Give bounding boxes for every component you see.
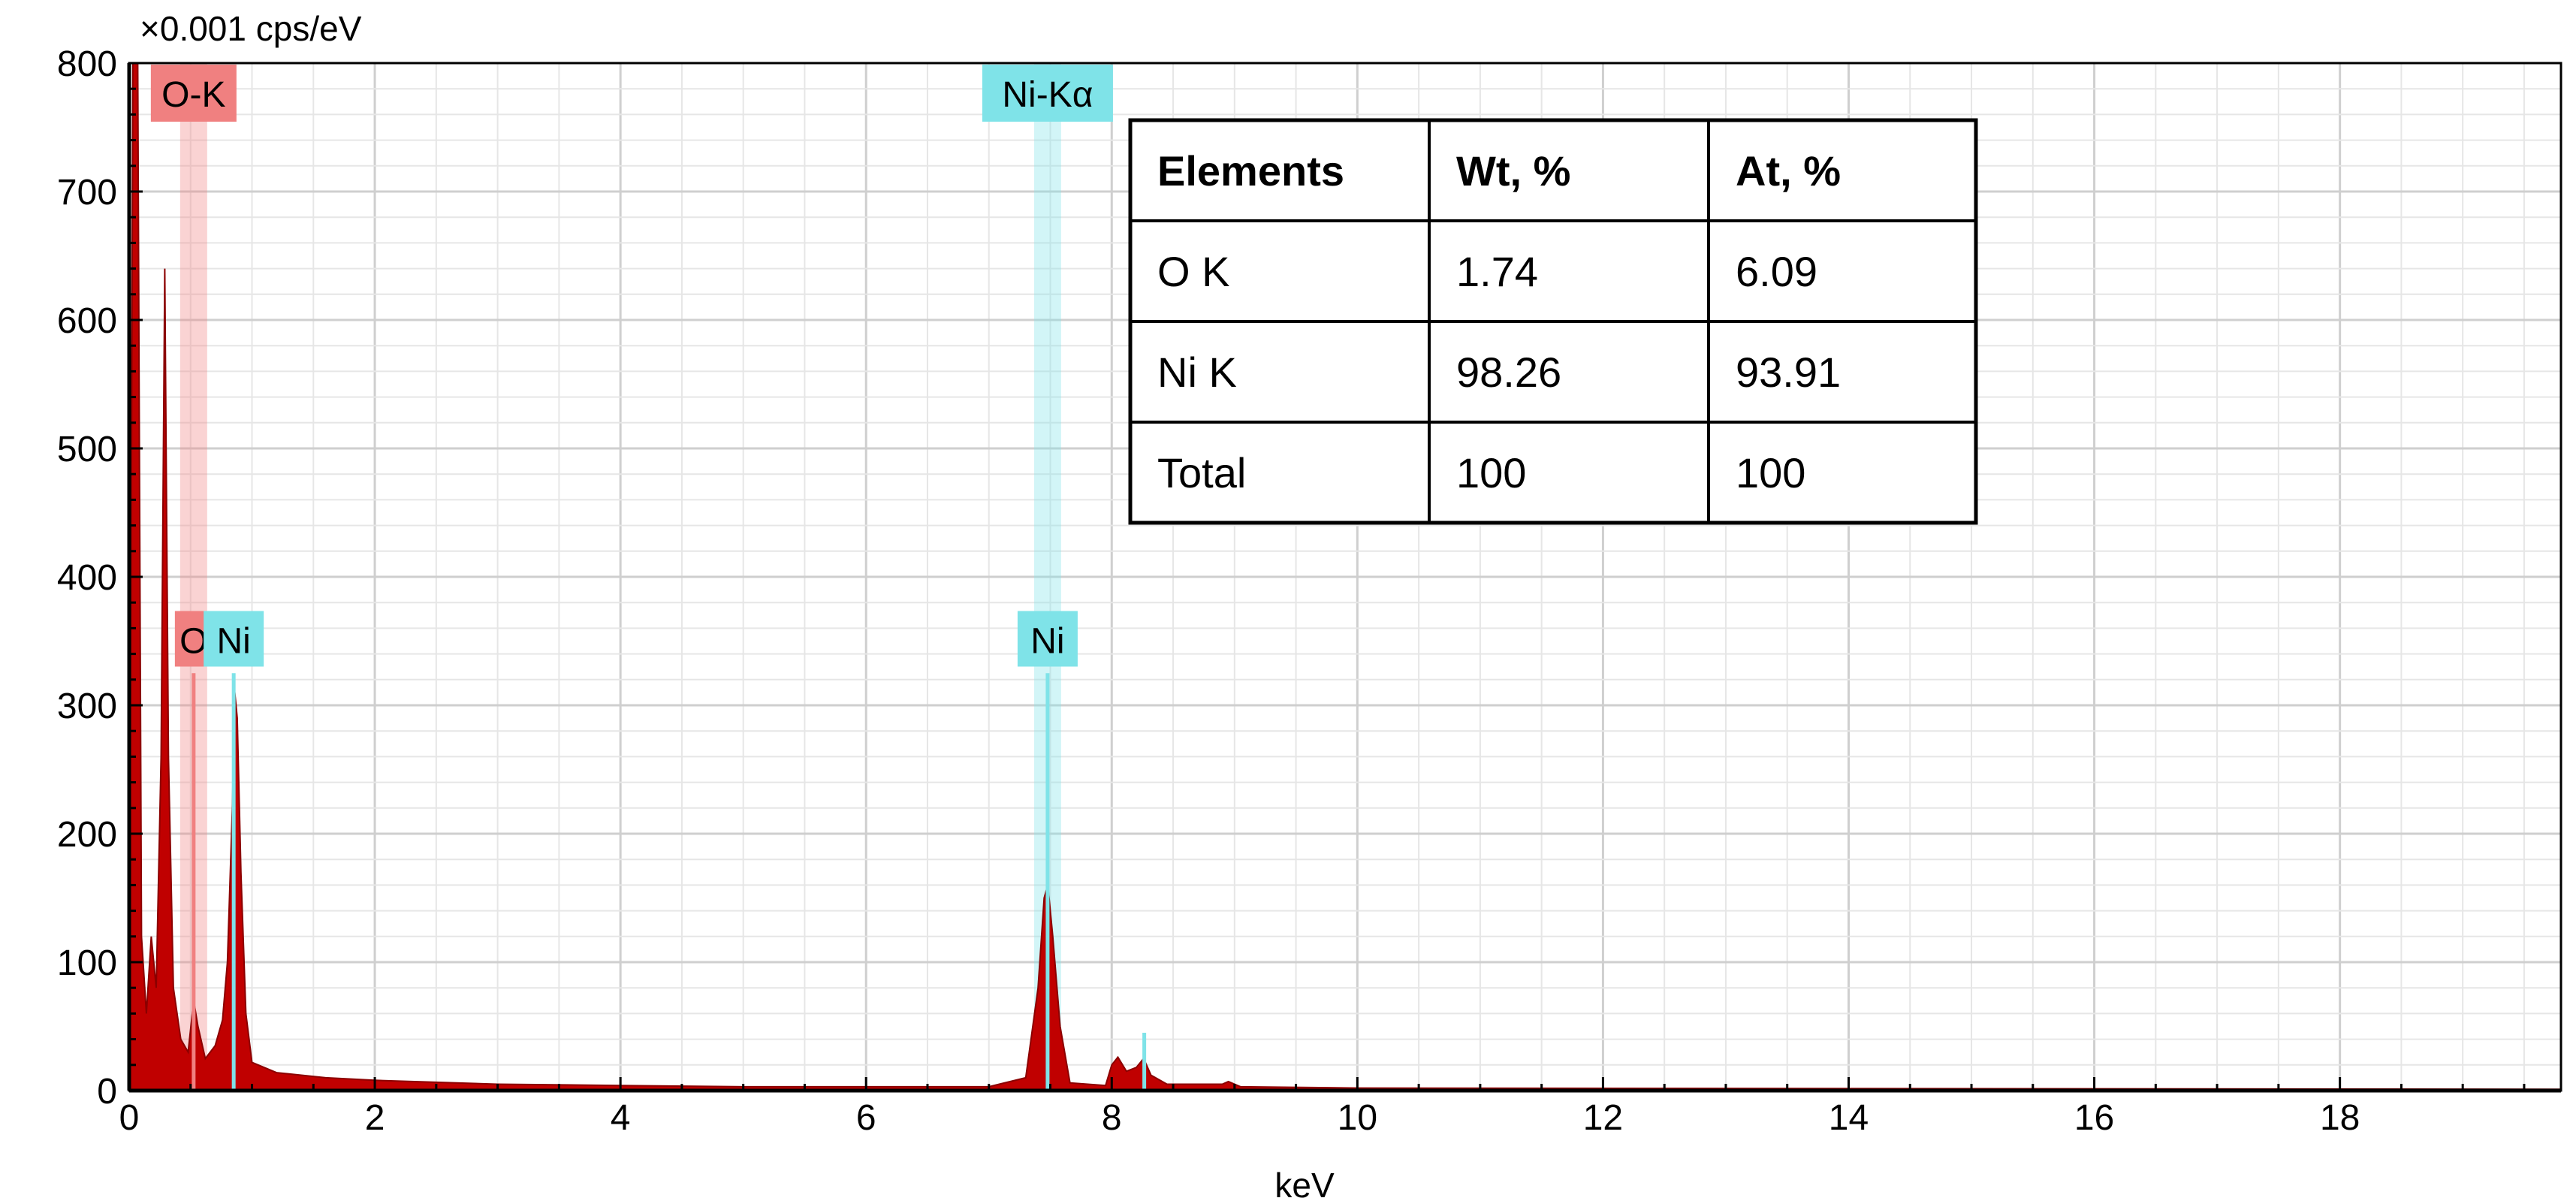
table-cell: 100 [1456,449,1526,496]
peak-labels: O Ni Ni [174,611,1078,667]
x-tick-label: 10 [1338,1098,1377,1138]
x-tick-label: 4 [611,1098,631,1138]
table-header-cell: At, % [1736,147,1841,195]
peak-label-text: Ni [217,622,251,662]
table-cell: Ni K [1157,349,1237,396]
table-header-cell: Elements [1157,147,1344,195]
x-tick-label: 8 [1102,1098,1122,1138]
x-tick-label: 6 [856,1098,876,1138]
table-cell: Total [1157,449,1246,496]
x-axis-label: keV [1274,1166,1335,1204]
y-tick-label: 100 [57,943,117,983]
y-tick-label: 500 [57,430,117,469]
y-tick-labels: 0 100 200 300 400 500 600 700 800 [57,44,117,1112]
x-tick-label: 12 [1583,1098,1623,1138]
x-tick-label: 16 [2074,1098,2114,1138]
x-tick-label: 2 [365,1098,385,1138]
y-tick-label: 0 [97,1072,117,1112]
peak-label-box [204,611,264,667]
y-axis-unit-label: ×0.001 cps/eV [140,9,362,48]
table-cell: 1.74 [1456,248,1538,295]
y-tick-label: 800 [57,44,117,84]
table-cell: 93.91 [1736,349,1841,396]
peak-label-ni: Ni [204,611,264,667]
axes [127,62,2562,1093]
x-tick-label: 18 [2320,1098,2360,1138]
element-band-label-box [150,65,237,122]
table-cell: 100 [1736,449,1805,496]
peak-label-ni: Ni [1017,611,1078,667]
peak-label-text: Ni [1030,622,1064,662]
x-tick-labels: 0 2 4 6 8 10 12 14 16 18 [119,1098,2360,1138]
composition-table: Elements Wt, % At, % O K 1.74 6.09 Ni K 98.26 93… [1128,118,1978,525]
table-cell: O K [1157,248,1229,295]
element-band-label-box [982,65,1113,122]
element-band-label: Ni-Kα [1002,75,1093,115]
element-lines [192,673,1147,1091]
y-tick-label: 600 [57,301,117,341]
y-tick-label: 300 [57,686,117,726]
x-tick-label: 0 [119,1098,140,1138]
y-tick-label: 200 [57,815,117,855]
peak-label-box [1017,611,1078,667]
element-band-label: O-K [161,75,225,115]
table-cell: 6.09 [1736,248,1817,295]
table-header-cell: Wt, % [1456,147,1570,195]
peak-label-text: O [179,622,207,662]
table-cell: 98.26 [1456,349,1561,396]
x-tick-label: 14 [1829,1098,1869,1138]
y-tick-label: 400 [57,558,117,598]
y-tick-label: 700 [57,173,117,213]
